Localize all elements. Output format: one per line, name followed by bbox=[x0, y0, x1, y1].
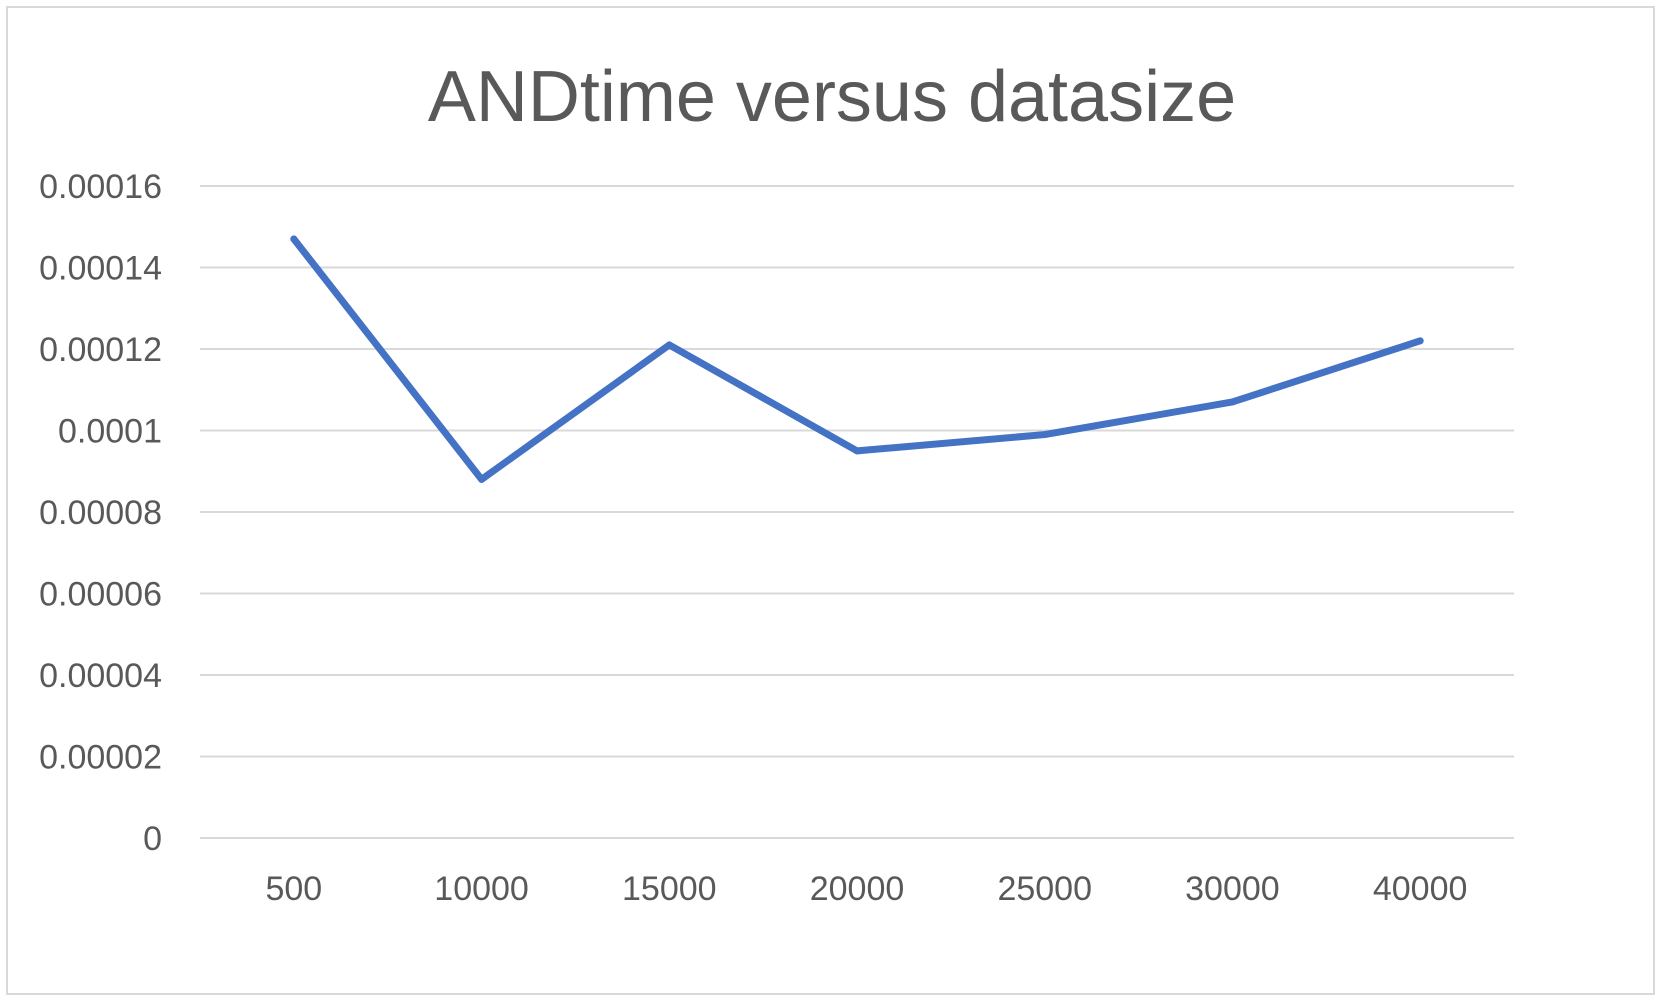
y-tick-label: 0.00004 bbox=[39, 657, 162, 695]
y-tick-label: 0.00016 bbox=[39, 168, 162, 206]
y-tick-label: 0.00006 bbox=[39, 576, 162, 614]
y-axis-ticks: 0 0.00002 0.00004 0.00006 0.00008 0.0001 0.000… bbox=[39, 168, 162, 858]
gridlines bbox=[200, 185, 1514, 839]
x-tick-label: 20000 bbox=[810, 870, 905, 908]
y-tick-label: 0.00008 bbox=[39, 494, 162, 532]
x-axis-ticks: 500 10000 15000 20000 25000 30000 40000 bbox=[265, 870, 1467, 908]
y-tick-label: 0 bbox=[143, 820, 162, 858]
data-point bbox=[665, 341, 673, 349]
data-point bbox=[1416, 337, 1424, 345]
x-tick-label: 10000 bbox=[434, 870, 529, 908]
line-chart: ANDtime versus datasize 00.000020.000040… bbox=[39, 57, 1514, 908]
y-tick-label: 0.00012 bbox=[39, 331, 162, 369]
y-tick-label: 0.00002 bbox=[39, 739, 162, 777]
x-tick-label: 40000 bbox=[1373, 870, 1468, 908]
x-tick-label: 15000 bbox=[622, 870, 717, 908]
chart-title: ANDtime versus datasize bbox=[428, 57, 1236, 137]
data-point bbox=[290, 235, 298, 243]
x-tick-label: 500 bbox=[265, 870, 322, 908]
x-tick-label: 30000 bbox=[1185, 870, 1280, 908]
data-point bbox=[1041, 431, 1049, 439]
chart-frame: ANDtime versus datasize 0 0.00002 0.00004 0… bbox=[6, 6, 1655, 995]
x-tick-label: 25000 bbox=[997, 870, 1092, 908]
y-tick-label: 0.0001 bbox=[58, 413, 162, 451]
data-point bbox=[853, 447, 861, 455]
data-point bbox=[478, 475, 486, 483]
series-layer bbox=[290, 235, 1424, 483]
data-point bbox=[1228, 398, 1236, 406]
y-tick-label: 0.00014 bbox=[39, 250, 162, 288]
series-line bbox=[290, 235, 1424, 483]
